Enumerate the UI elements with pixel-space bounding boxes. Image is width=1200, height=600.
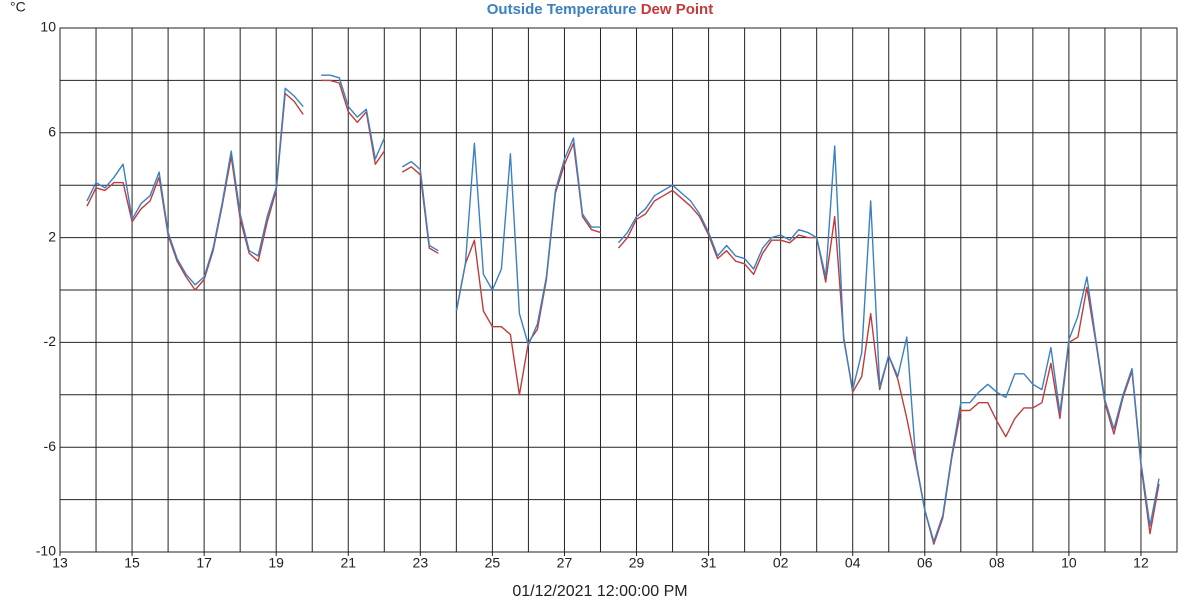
x-tick-label: 21 — [340, 555, 356, 571]
x-tick-label: 02 — [773, 555, 789, 571]
x-tick-label: 31 — [701, 555, 717, 571]
legend-entry: Dew Point — [641, 1, 714, 18]
x-tick-label: 23 — [413, 555, 429, 571]
chart-legend-title: Outside Temperature Dew Point — [487, 1, 713, 18]
y-tick-label: 10 — [40, 19, 56, 35]
x-tick-label: 13 — [52, 555, 68, 571]
y-tick-label: 2 — [48, 228, 56, 244]
x-tick-label: 17 — [196, 555, 212, 571]
x-tick-label: 29 — [629, 555, 645, 571]
data-line — [86, 79, 1160, 545]
x-axis-label: 01/12/2021 12:00:00 PM — [512, 583, 687, 600]
x-tick-label: 27 — [557, 555, 573, 571]
x-tick-label: 12 — [1133, 555, 1149, 571]
x-tick-label: 10 — [1061, 555, 1077, 571]
data-line — [86, 74, 1160, 543]
x-tick-label: 06 — [917, 555, 933, 571]
x-tick-label: 19 — [268, 555, 284, 571]
y-axis-label: °C — [10, 0, 26, 15]
x-tick-label: 04 — [845, 555, 861, 571]
y-tick-label: 6 — [48, 124, 56, 140]
x-tick-label: 08 — [989, 555, 1005, 571]
y-tick-label: -10 — [36, 543, 56, 559]
x-tick-label: 25 — [485, 555, 501, 571]
legend-entry: Outside Temperature — [487, 1, 637, 18]
x-tick-label: 15 — [124, 555, 140, 571]
y-tick-label: -2 — [44, 333, 57, 349]
y-tick-label: -6 — [44, 438, 57, 454]
